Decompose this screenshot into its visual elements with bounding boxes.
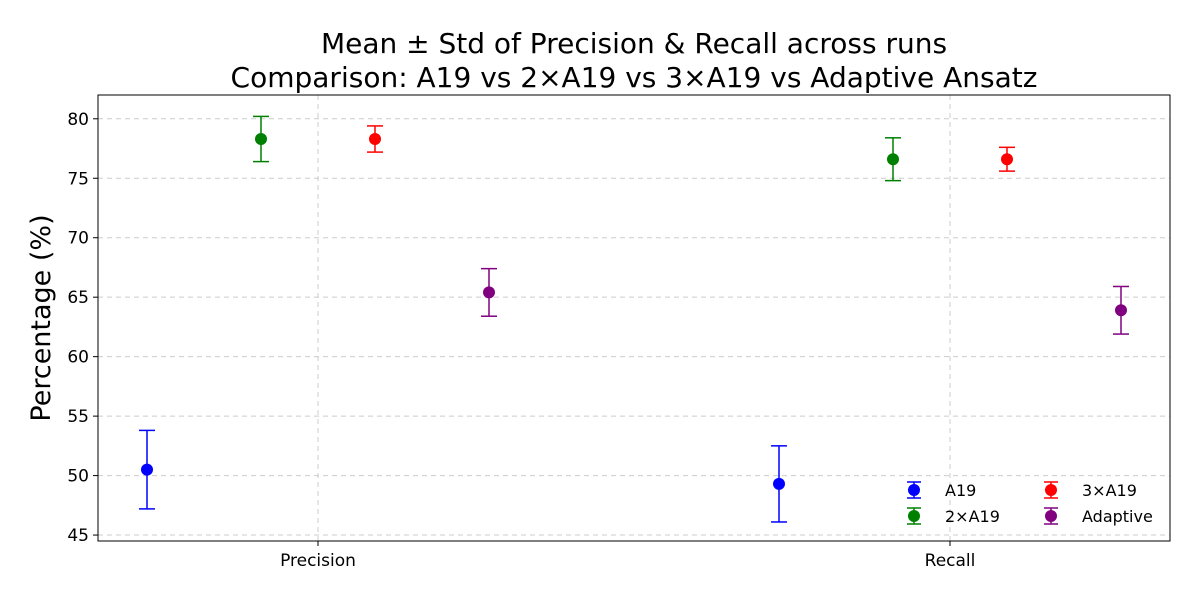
y-tick-label: 45 <box>67 526 89 546</box>
legend-label: Adaptive <box>1082 507 1153 526</box>
y-tick-label: 80 <box>67 110 89 130</box>
x-tick-label: Recall <box>925 551 976 571</box>
chart-subtitle: Comparison: A19 vs 2×A19 vs 3×A19 vs Ada… <box>231 61 1038 94</box>
axes: 45 50 55 60 65 70 75 80 Precision Recall <box>67 94 1171 571</box>
mean-point <box>1115 304 1127 317</box>
mean-point <box>369 133 381 146</box>
mean-point <box>483 286 495 299</box>
legend-marker <box>908 510 920 522</box>
data-marks <box>139 115 1129 523</box>
y-tick-label: 55 <box>67 407 89 427</box>
legend-marker <box>1045 484 1057 496</box>
y-tick-label: 70 <box>67 229 89 249</box>
mean-point <box>887 153 899 166</box>
legend: A19 2×A19 3×A19 Adaptive <box>907 481 1153 526</box>
legend-label: A19 <box>945 481 976 500</box>
plot-frame <box>97 94 1171 542</box>
mean-point <box>773 477 785 490</box>
chart-title: Mean ± Std of Precision & Recall across … <box>321 27 947 60</box>
mean-point <box>141 463 153 476</box>
grid <box>98 95 1170 541</box>
legend-label: 3×A19 <box>1082 481 1137 500</box>
legend-label: 2×A19 <box>945 507 1000 526</box>
legend-marker <box>908 484 920 496</box>
y-tick-label: 65 <box>67 288 89 308</box>
mean-point <box>1001 153 1013 166</box>
y-axis-label: Percentage (%) <box>26 214 57 421</box>
y-tick-label: 75 <box>67 169 89 189</box>
y-tick-label: 60 <box>67 348 89 368</box>
x-tick-label: Precision <box>280 551 356 571</box>
y-tick-label: 50 <box>67 467 89 487</box>
legend-marker <box>1045 510 1057 522</box>
mean-point <box>255 133 267 146</box>
